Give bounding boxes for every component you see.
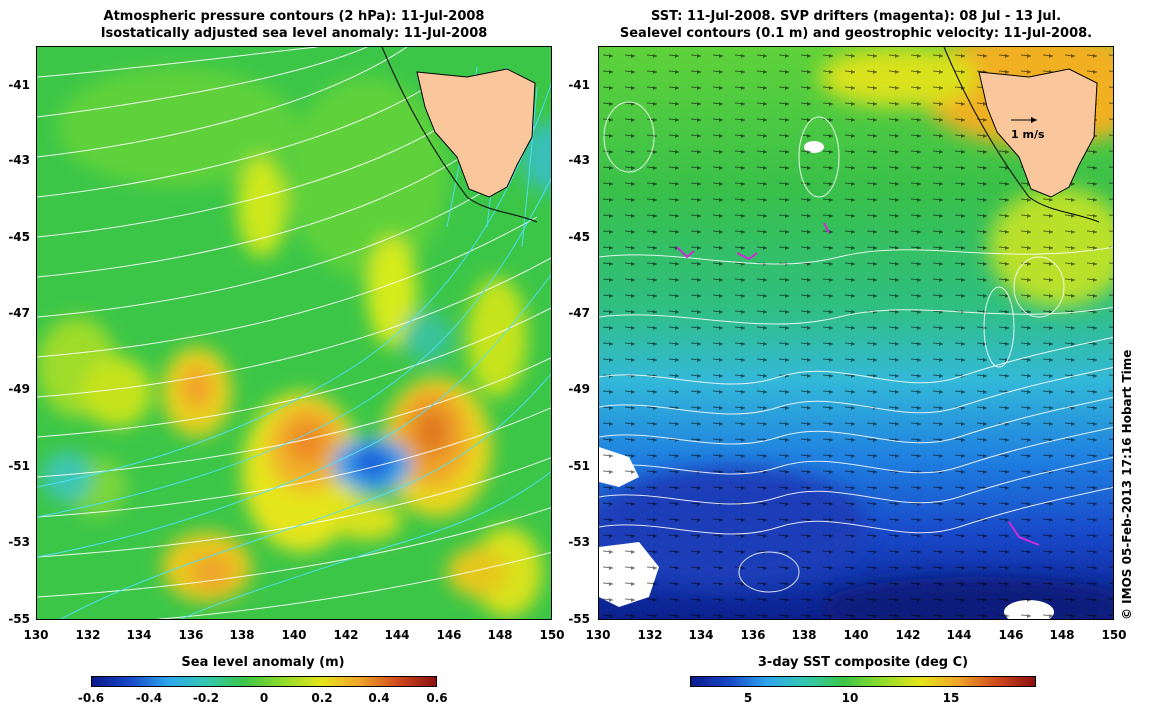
sst-svg: 1 m/s bbox=[599, 47, 1113, 619]
sst-colorbar-title: 3-day SST composite (deg C) bbox=[757, 655, 969, 670]
right-y-tick: -47 bbox=[568, 306, 590, 320]
sla-colorbar-tick: 0.2 bbox=[311, 691, 333, 705]
right-x-tick: 144 bbox=[946, 628, 972, 642]
sla-colorbar-tick: -0.4 bbox=[135, 691, 163, 705]
imos-credit: © IMOS 05-Feb-2013 17:16 Hobart Time bbox=[1120, 349, 1134, 620]
sst-colorbar bbox=[690, 676, 1036, 687]
left-x-tick: 134 bbox=[126, 628, 152, 642]
left-x-tick: 142 bbox=[333, 628, 359, 642]
sla-colorbar-tick: 0.4 bbox=[368, 691, 390, 705]
cyan-contours bbox=[37, 66, 551, 619]
left-x-tick: 148 bbox=[487, 628, 513, 642]
right-y-tick: -55 bbox=[568, 612, 590, 626]
shelf-contour bbox=[381, 47, 538, 223]
sst-colorbar-tick: 5 bbox=[743, 691, 753, 705]
right-title-line2: Sealevel contours (0.1 m) and geostrophi… bbox=[619, 26, 1093, 41]
left-x-tick: 130 bbox=[23, 628, 49, 642]
left-y-tick: -51 bbox=[8, 459, 30, 473]
right-y-tick: -53 bbox=[568, 535, 590, 549]
left-x-tick: 144 bbox=[384, 628, 410, 642]
svp-drifters bbox=[676, 222, 1040, 546]
sst-colorbar-tick: 15 bbox=[942, 691, 960, 705]
right-y-tick: -41 bbox=[568, 78, 590, 92]
sealevel-contours bbox=[599, 101, 1113, 593]
sla-colorbar bbox=[91, 676, 437, 687]
right-y-tick: -49 bbox=[568, 382, 590, 396]
pressure-contours bbox=[37, 47, 551, 619]
left-x-tick: 140 bbox=[281, 628, 307, 642]
sla-colorbar-title: Sea level anomaly (m) bbox=[181, 655, 345, 670]
right-title: SST: 11-Jul-2008. SVP drifters (magenta)… bbox=[598, 8, 1114, 42]
right-x-tick: 138 bbox=[791, 628, 817, 642]
sst-colorbar-tick: 10 bbox=[841, 691, 859, 705]
right-x-tick: 130 bbox=[585, 628, 611, 642]
sla-colorbar-tick: 0 bbox=[259, 691, 269, 705]
sea-level-anomaly-map bbox=[36, 46, 552, 620]
left-y-tick: -53 bbox=[8, 535, 30, 549]
sla-colorbar-tick: -0.2 bbox=[192, 691, 220, 705]
left-x-tick: 136 bbox=[178, 628, 204, 642]
left-x-tick: 146 bbox=[436, 628, 462, 642]
left-y-tick: -47 bbox=[8, 306, 30, 320]
left-title-line1: Atmospheric pressure contours (2 hPa): 1… bbox=[103, 9, 485, 24]
right-x-tick: 134 bbox=[688, 628, 714, 642]
sst-map: 1 m/s bbox=[598, 46, 1114, 620]
left-y-tick: -55 bbox=[8, 612, 30, 626]
tasmania-land bbox=[416, 68, 536, 198]
tasmania-land bbox=[978, 68, 1098, 198]
right-x-tick: 136 bbox=[740, 628, 766, 642]
right-y-tick: -45 bbox=[568, 230, 590, 244]
left-y-tick: -43 bbox=[8, 153, 30, 167]
left-title-line2: Isostatically adjusted sea level anomaly… bbox=[100, 26, 488, 41]
right-title-line1: SST: 11-Jul-2008. SVP drifters (magenta)… bbox=[650, 9, 1062, 24]
right-y-tick: -43 bbox=[568, 153, 590, 167]
right-x-tick: 132 bbox=[637, 628, 663, 642]
sla-colorbar-tick: -0.6 bbox=[77, 691, 105, 705]
left-x-tick: 150 bbox=[539, 628, 565, 642]
left-y-tick: -45 bbox=[8, 230, 30, 244]
left-x-tick: 132 bbox=[75, 628, 101, 642]
shelf-contour bbox=[943, 47, 1100, 223]
left-title: Atmospheric pressure contours (2 hPa): 1… bbox=[36, 8, 552, 42]
right-x-tick: 150 bbox=[1101, 628, 1127, 642]
right-x-tick: 140 bbox=[843, 628, 869, 642]
left-y-tick: -41 bbox=[8, 78, 30, 92]
sla-anomaly-field bbox=[37, 67, 551, 617]
right-x-tick: 146 bbox=[998, 628, 1024, 642]
sla-colorbar-tick: 0.6 bbox=[426, 691, 448, 705]
velocity-scale-arrowhead bbox=[1031, 117, 1037, 123]
right-y-tick: -51 bbox=[568, 459, 590, 473]
left-x-tick: 138 bbox=[229, 628, 255, 642]
velocity-scale-label: 1 m/s bbox=[1011, 128, 1045, 141]
right-x-tick: 148 bbox=[1049, 628, 1075, 642]
sla-svg bbox=[37, 47, 551, 619]
left-y-tick: -49 bbox=[8, 382, 30, 396]
right-x-tick: 142 bbox=[895, 628, 921, 642]
